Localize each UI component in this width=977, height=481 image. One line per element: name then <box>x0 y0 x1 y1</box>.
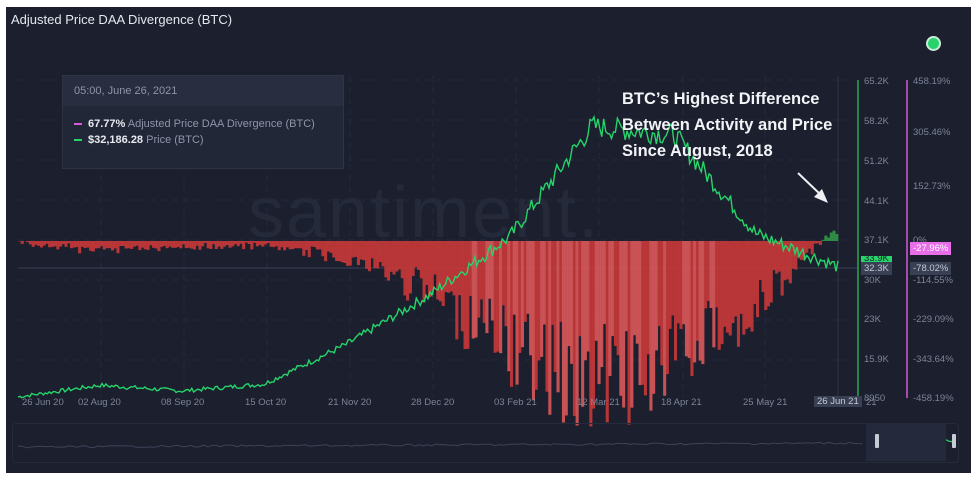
divergence-tick: 458.19% <box>913 76 951 87</box>
price-tick: 8950 <box>864 393 886 404</box>
price-tick: 58.2K <box>864 116 889 127</box>
divergence-tick: 0% <box>913 235 927 246</box>
navigator-selection[interactable] <box>866 423 946 461</box>
price-tick: 23K <box>864 314 881 325</box>
chart-tooltip: 05:00, June 26, 2021 67.77% Adjusted Pri… <box>62 75 344 169</box>
price-value: $32,186.28 <box>88 134 144 146</box>
price-current-badge: 32.3K <box>861 262 892 275</box>
divergence-tick: -114.55% <box>913 275 953 286</box>
price-legend-marker-icon <box>74 139 82 142</box>
x-tick: 21 Nov 20 <box>328 397 372 408</box>
price-tick: 30K <box>864 275 881 286</box>
divergence-tick: 305.46% <box>913 127 951 138</box>
annotation-line-1: BTC’s Highest Difference <box>622 90 820 108</box>
x-tick: 28 Dec 20 <box>411 397 455 408</box>
navigator-left-handle[interactable] <box>875 434 879 448</box>
price-tick: 65.2K <box>864 76 889 87</box>
annotation-text: BTC’s Highest Difference Between Activit… <box>622 86 832 164</box>
live-status-icon[interactable] <box>928 38 939 49</box>
range-navigator[interactable] <box>12 423 959 463</box>
annotation-line-3: Since August, 2018 <box>622 142 773 160</box>
price-hover-badge: 33.9K <box>861 256 892 262</box>
x-tick: 15 Oct 20 <box>245 397 287 408</box>
tooltip-row-divergence: 67.77% Adjusted Price DAA Divergence (BT… <box>63 116 343 132</box>
divergence-tick: -229.09% <box>913 314 954 325</box>
price-tick: 51.2K <box>864 156 889 167</box>
x-hover-badge: 26 Jun 21 <box>814 396 862 407</box>
tooltip-datetime: 05:00, June 26, 2021 <box>63 76 343 106</box>
divergence-label: Adjusted Price DAA Divergence (BTC) <box>127 118 315 130</box>
chart-title: Adjusted Price DAA Divergence (BTC) <box>11 12 233 27</box>
divergence-legend-marker-icon <box>74 123 82 126</box>
price-tick: 15.9K <box>864 354 889 365</box>
divergence-value: 67.77% <box>88 118 126 130</box>
tooltip-row-price: $32,186.28 Price (BTC) <box>63 132 343 148</box>
x-tick: 02 Aug 20 <box>78 397 121 408</box>
divergence-hover-badge: -27.96% <box>910 242 952 255</box>
divergence-tick: -343.64% <box>913 354 954 365</box>
x-tick: 03 Feb 21 <box>494 397 537 408</box>
divergence-bars <box>18 230 839 427</box>
price-tick: 44.1K <box>864 196 889 207</box>
navigator-overview-line <box>18 441 863 449</box>
price-line <box>17 114 839 399</box>
divergence-current-badge: -78.02% <box>910 262 952 275</box>
x-tick: 18 Apr 21 <box>661 397 702 408</box>
x-tick: 21 <box>866 397 877 408</box>
annotation-line-2: Between Activity and Price <box>622 116 833 134</box>
x-tick: 26 Jun 20 <box>22 397 64 408</box>
x-tick: 25 May 21 <box>743 397 788 408</box>
x-tick: 12 Mar 21 <box>577 397 620 408</box>
divergence-tick: 152.73% <box>913 181 951 192</box>
price-label: Price (BTC) <box>146 134 204 146</box>
divergence-tick: -458.19% <box>913 393 954 404</box>
x-tick: 08 Sep 20 <box>161 397 205 408</box>
navigator-right-handle[interactable] <box>952 434 956 448</box>
price-tick: 37.1K <box>864 235 889 246</box>
arrow-down-right-icon <box>797 172 828 203</box>
